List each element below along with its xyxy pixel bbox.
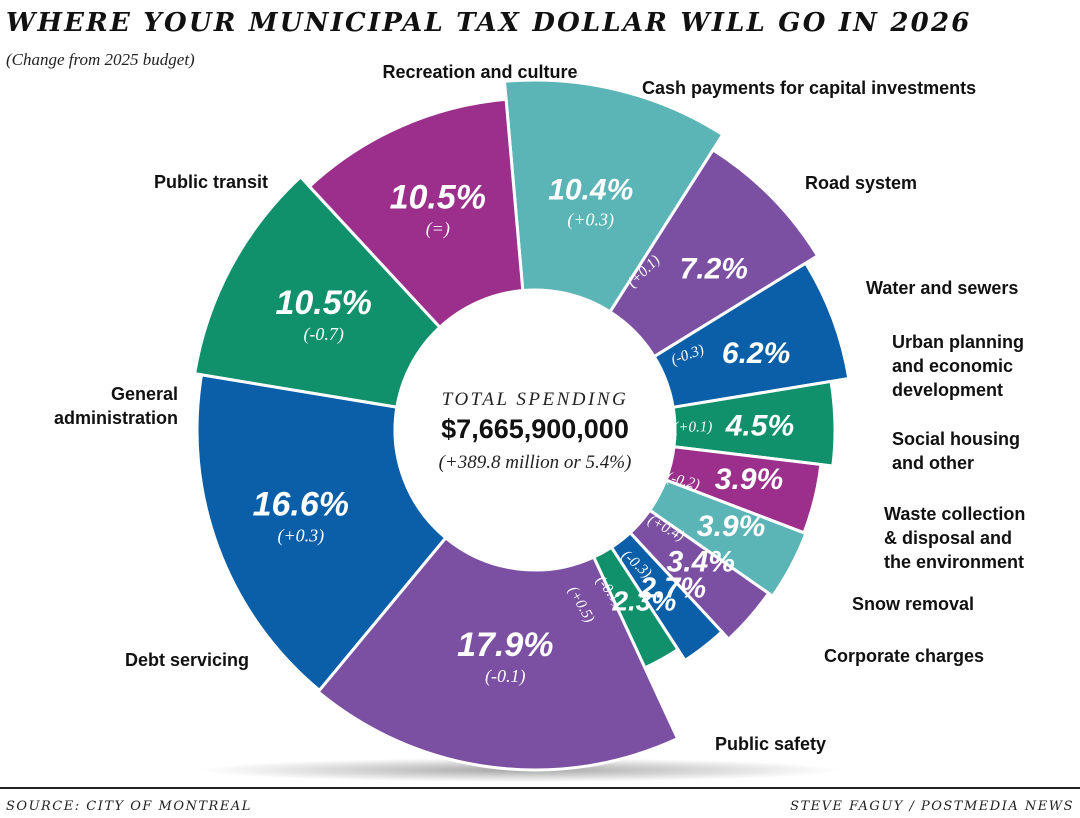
value-label-snow-removal: 2.7% xyxy=(639,573,706,605)
footer-rule xyxy=(0,787,1080,789)
value-label-urban-planning-and-economic-development: 3.9% xyxy=(715,463,783,496)
category-label-corporate-charges: Corporate charges xyxy=(824,646,984,666)
category-labels-group: Recreation and culture Cash payments for … xyxy=(54,62,1025,754)
value-label-corporate-charges: 2.3% xyxy=(611,586,676,617)
value-label-debt-servicing: 16.6% xyxy=(253,485,349,523)
value-label-social-housing-and-other: 3.9% xyxy=(697,510,765,543)
chart-subtitle: (Change from 2025 budget) xyxy=(6,50,195,69)
credit-note: STEVE FAGUY / POSTMEDIA NEWS xyxy=(790,799,1074,814)
change-label-public-transit: (=) xyxy=(426,219,450,240)
source-note: SOURCE: CITY OF MONTREAL xyxy=(6,799,252,814)
category-label-urban-planning-and-economic-development: Urban planning and economic development xyxy=(892,332,1024,400)
change-label-urban-planning-and-economic-development: (-0.2) xyxy=(665,470,702,494)
category-label-recreation-and-culture: Recreation and culture xyxy=(382,62,577,82)
center-total: $7,665,900,000 xyxy=(441,414,629,444)
category-label-water-and-sewers: Water and sewers xyxy=(866,278,1018,298)
category-label-public-safety: Public safety xyxy=(715,734,826,754)
value-label-recreation-and-culture: 10.4% xyxy=(548,174,633,207)
value-label-road-system: 6.2% xyxy=(722,337,790,370)
change-label-recreation-and-culture: (+0.3) xyxy=(567,210,614,231)
center-change: (+389.8 million or 5.4%) xyxy=(439,452,632,473)
category-label-social-housing-and-other: Social housing and other xyxy=(892,429,1020,473)
change-label-public-safety: (-0.1) xyxy=(485,666,525,687)
donut-hole xyxy=(395,290,675,570)
value-label-general-administration: 10.5% xyxy=(275,284,371,322)
slices-group xyxy=(192,78,851,772)
category-label-cash-payments-for-capital-investments: Cash payments for capital investments xyxy=(642,78,976,98)
category-label-general-administration: General administration xyxy=(54,384,178,428)
value-label-water-and-sewers: 4.5% xyxy=(725,410,794,443)
category-label-road-system: Road system xyxy=(805,173,917,193)
center-label: TOTAL SPENDING xyxy=(442,389,629,410)
value-label-waste-collection-disposal-and-the-environment: 3.4% xyxy=(667,545,735,578)
value-label-public-safety: 17.9% xyxy=(457,626,553,664)
value-label-public-transit: 10.5% xyxy=(390,179,486,217)
category-label-waste-collection-disposal-and-the-environment: Waste collection & disposal and the enviro… xyxy=(884,504,1025,572)
category-label-snow-removal: Snow removal xyxy=(852,594,974,614)
value-label-cash-payments-for-capital-investments: 7.2% xyxy=(680,253,748,286)
category-label-public-transit: Public transit xyxy=(154,172,268,192)
change-label-water-and-sewers: (+0.1) xyxy=(673,419,712,436)
change-label-debt-servicing: (+0.3) xyxy=(277,525,324,546)
category-label-debt-servicing: Debt servicing xyxy=(125,650,249,670)
change-label-general-administration: (-0.7) xyxy=(303,324,343,345)
chart-title: WHERE YOUR MUNICIPAL TAX DOLLAR WILL GO … xyxy=(6,8,972,38)
